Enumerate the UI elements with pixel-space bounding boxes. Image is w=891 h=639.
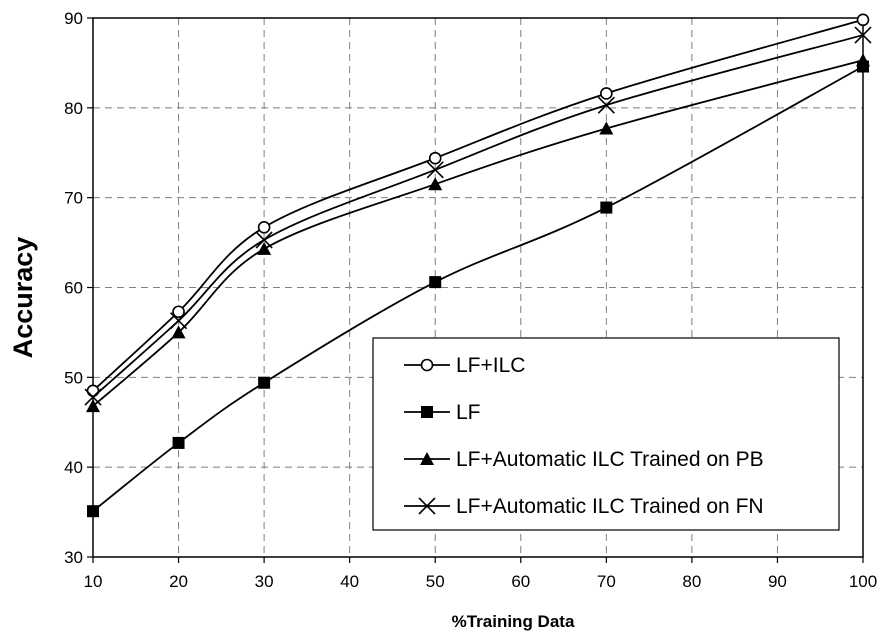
x-tick-label: 80 [682,572,701,591]
x-tick-label: 60 [511,572,530,591]
data-point [856,53,870,67]
x-axis-label: %Training Data [452,612,575,631]
legend-item: LF+ILC [404,354,525,377]
data-point [258,376,271,389]
y-tick-label: 60 [64,279,83,298]
x-tick-label: 10 [84,572,103,591]
legend-box [372,337,840,531]
series-line [92,18,864,392]
x-tick-label: 100 [849,572,877,591]
x-tick-label: 20 [169,572,188,591]
y-tick-label: 40 [64,458,83,477]
legend-marker [420,358,434,372]
y-tick-label: 30 [64,548,83,567]
series-layer [84,13,872,518]
y-tick-label: 70 [64,189,83,208]
data-point [87,505,99,518]
data-point [255,231,273,249]
series-1 [86,13,870,398]
tick-labels: 10 20 30 40 50 60 70 80 90 100 30 40 50 60 70 80 90 [64,9,877,591]
y-axis-label: Accuracy [8,237,38,359]
data-point [857,60,869,73]
data-point [428,151,442,165]
x-tick-label: 50 [426,572,445,591]
data-point [426,161,444,179]
y-tick-label: 50 [64,368,83,387]
legend-label: LF+Automatic ILC Trained on PB [456,448,764,471]
data-point [172,436,185,449]
series-3 [86,53,870,413]
x-tick-label: 90 [768,572,787,591]
data-point [600,87,613,100]
data-point [84,388,102,406]
legend-label: LF+ILC [456,354,525,377]
legend-label: LF+Automatic ILC Trained on FN [456,495,764,518]
data-point [854,26,872,44]
y-tick-label: 90 [64,9,83,28]
data-point [856,13,870,27]
legend-label: LF [456,401,481,424]
data-point [169,312,188,330]
x-tick-label: 70 [597,572,616,591]
y-tick-label: 80 [64,99,83,118]
series-4 [84,26,872,406]
legend-item: LF+Automatic ILC Trained on PB [404,448,764,471]
legend-marker [421,406,433,418]
series-2 [87,60,869,518]
legend-item: LF [404,401,481,424]
x-tick-label: 40 [340,572,359,591]
data-point [171,325,186,339]
legend-item: LF+Automatic ILC Trained on FN [404,495,764,518]
legend-marker [420,452,434,465]
data-point [86,399,100,413]
data-point [599,121,614,135]
data-point [429,276,442,289]
data-point [428,177,443,191]
data-point [172,305,185,319]
legend: LF+ILC LF LF+Automatic ILC Trained on PB LF… [372,337,840,531]
legend-marker [418,497,436,515]
data-point [597,96,615,114]
data-point [257,241,272,255]
data-point [257,221,271,234]
x-tick-label: 30 [255,572,274,591]
data-point [600,201,613,214]
